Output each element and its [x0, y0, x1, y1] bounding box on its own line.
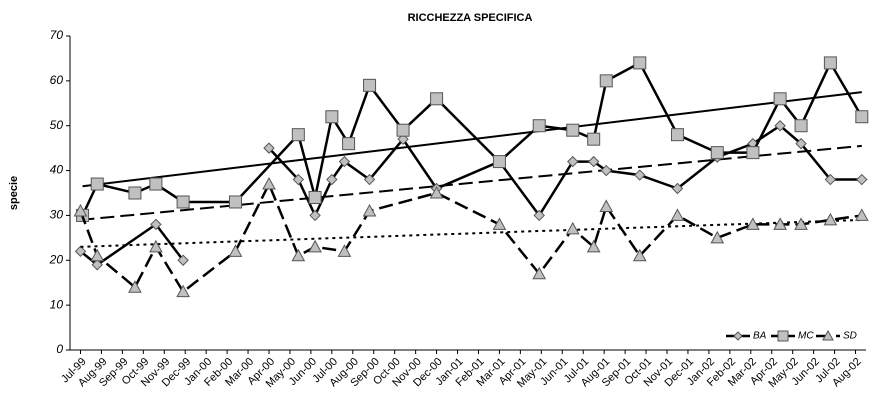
marker	[599, 74, 613, 88]
marker	[228, 244, 243, 257]
marker	[533, 209, 545, 222]
legend-marker	[777, 330, 789, 342]
marker	[308, 190, 322, 204]
marker	[363, 173, 376, 186]
marker	[532, 266, 547, 280]
marker	[565, 221, 580, 235]
y-axis-label: specie	[8, 176, 20, 210]
y-tick-label: 60	[50, 73, 64, 87]
legend-marker	[822, 329, 834, 341]
marker	[74, 245, 87, 258]
marker	[774, 120, 786, 132]
marker	[532, 119, 546, 133]
marker	[671, 182, 684, 195]
marker	[634, 169, 646, 181]
marker	[363, 78, 377, 92]
series-line	[79, 180, 862, 294]
marker	[824, 173, 837, 186]
series-line	[79, 124, 862, 267]
marker	[291, 128, 305, 142]
marker	[338, 155, 351, 168]
marker	[492, 155, 506, 169]
marker	[856, 173, 868, 186]
y-tick-label: 50	[50, 118, 64, 132]
marker	[263, 142, 275, 154]
marker	[710, 146, 724, 160]
trend-line	[80, 144, 862, 221]
marker	[309, 209, 321, 222]
marker	[228, 195, 242, 209]
marker	[90, 248, 105, 262]
marker	[587, 132, 601, 146]
marker	[670, 128, 684, 142]
marker	[128, 186, 142, 200]
marker	[291, 248, 306, 262]
marker	[855, 110, 869, 124]
marker	[854, 208, 869, 221]
y-tick-label: 0	[56, 342, 63, 356]
marker	[149, 177, 163, 191]
marker	[91, 259, 103, 271]
marker	[429, 185, 444, 199]
marker	[90, 177, 104, 191]
marker	[262, 176, 276, 190]
y-tick-label: 20	[49, 252, 64, 266]
marker	[176, 284, 190, 298]
marker	[337, 244, 352, 257]
legend-marker	[733, 331, 743, 341]
y-tick-label: 30	[50, 208, 64, 222]
marker	[746, 217, 760, 230]
marker	[292, 173, 305, 186]
marker	[492, 217, 507, 230]
marker	[746, 146, 760, 160]
marker	[566, 123, 580, 137]
marker	[308, 239, 322, 253]
marker	[177, 254, 189, 266]
marker	[599, 199, 614, 212]
legend-label: SD	[843, 331, 857, 342]
marker	[342, 137, 356, 151]
marker	[795, 137, 807, 150]
marker	[633, 56, 647, 70]
marker	[567, 155, 579, 168]
marker	[326, 173, 338, 186]
marker	[73, 203, 88, 217]
marker	[587, 155, 600, 168]
marker	[823, 56, 837, 70]
marker	[600, 164, 612, 177]
legend-label: MC	[798, 331, 814, 342]
y-tick-label: 10	[50, 297, 64, 311]
y-tick-label: 40	[50, 163, 64, 177]
marker	[773, 92, 787, 106]
chart-title: RICCHEZZA SPECIFICA	[408, 12, 533, 24]
marker	[823, 212, 838, 226]
marker	[794, 217, 808, 230]
y-tick-label: 70	[50, 28, 64, 42]
marker	[128, 280, 142, 293]
marker	[670, 208, 685, 221]
marker	[396, 123, 410, 137]
marker	[150, 218, 162, 231]
marker	[362, 203, 377, 217]
marker	[794, 119, 808, 133]
marker	[586, 239, 601, 253]
marker	[149, 239, 163, 253]
marker	[632, 248, 647, 262]
legend-label: BA	[753, 331, 767, 342]
trend-line	[80, 218, 862, 248]
marker	[430, 92, 444, 106]
marker	[325, 110, 339, 124]
marker	[710, 230, 725, 244]
marker	[773, 217, 787, 230]
marker	[176, 195, 190, 209]
trend-line	[82, 91, 862, 188]
